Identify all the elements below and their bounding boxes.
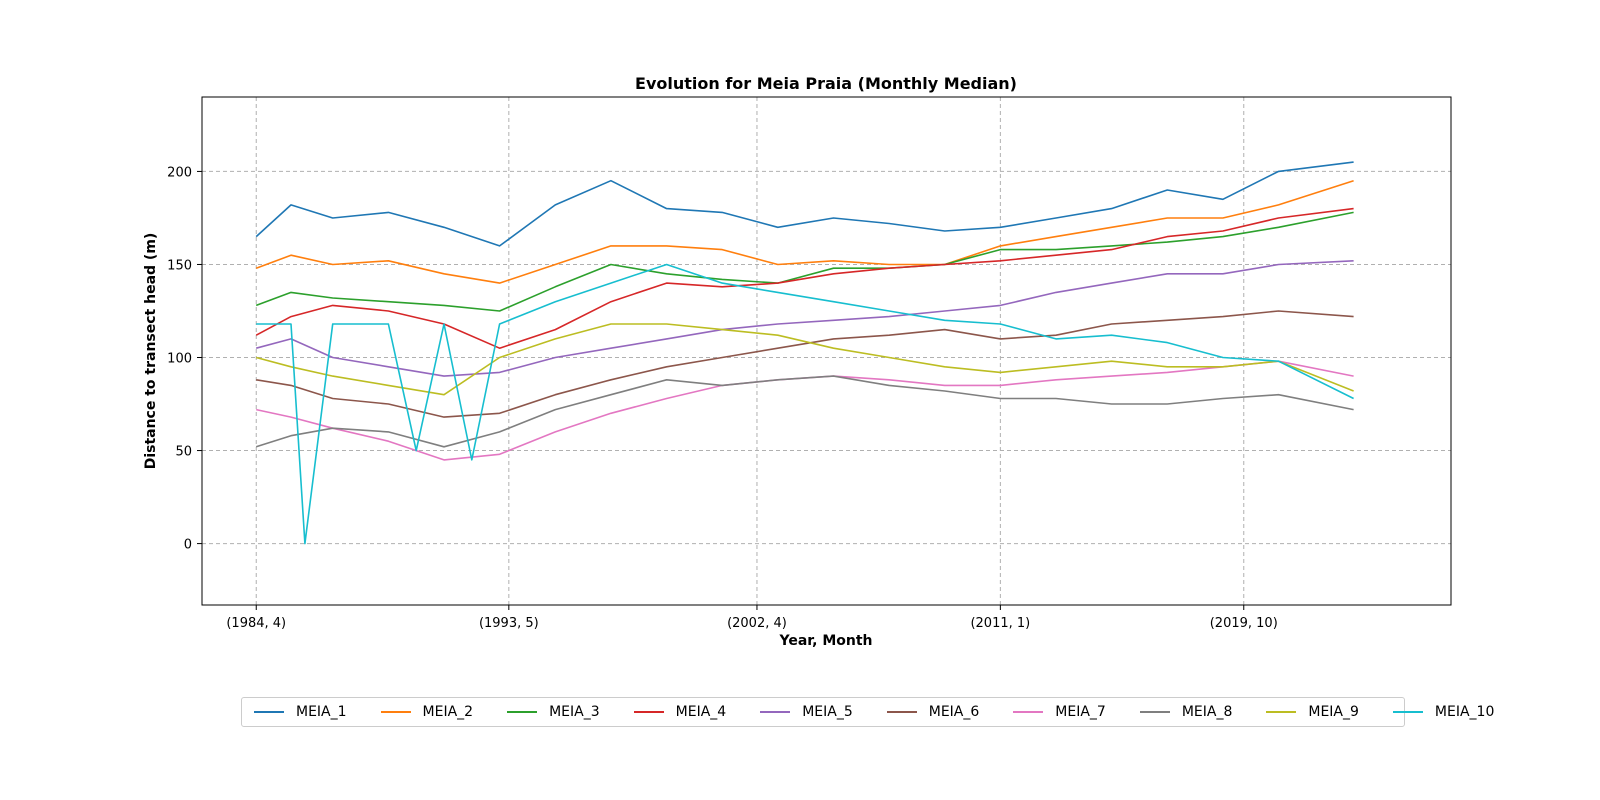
y-tick-label: 150 — [167, 258, 192, 273]
y-tick-label: 200 — [167, 165, 192, 180]
legend-swatch — [1013, 711, 1044, 713]
legend-item-meia-8: MEIA_8 — [1139, 704, 1261, 720]
legend-label: MEIA_6 — [928, 704, 980, 720]
legend-label: MEIA_5 — [802, 704, 853, 720]
series-line-meia-1 — [255, 161, 1354, 247]
legend-item-meia-9: MEIA_9 — [1266, 704, 1387, 720]
y-tick-label: 50 — [175, 445, 192, 460]
legend-swatch — [380, 711, 411, 713]
y-axis-label: Distance to transect head (m) — [143, 233, 159, 470]
legend-label: MEIA_8 — [1181, 704, 1233, 720]
legend-item-meia-6: MEIA_6 — [886, 704, 1008, 720]
legend-label: MEIA_9 — [1308, 704, 1359, 720]
legend-swatch — [886, 711, 917, 713]
legend-swatch — [1266, 711, 1297, 713]
legend-label: MEIA_2 — [422, 704, 474, 720]
legend-item-meia-10: MEIA_10 — [1392, 704, 1522, 720]
legend-label: MEIA_3 — [549, 704, 600, 720]
legend-swatch — [254, 711, 284, 713]
legend-item-meia-7: MEIA_7 — [1013, 704, 1134, 720]
legend-label: MEIA_4 — [675, 704, 727, 720]
x-tick-label: (1984, 4) — [226, 616, 286, 631]
legend-swatch — [633, 711, 664, 713]
grid-lines — [202, 97, 1451, 605]
chart-title: Evolution for Meia Praia (Monthly Median… — [635, 74, 1017, 93]
axis-ticks: (1984, 4) (1993, 5) (2002, 4) (2011, 1) (201… — [167, 165, 1278, 631]
series-lines — [255, 161, 1354, 545]
y-tick-label: 100 — [167, 352, 192, 367]
x-tick-label: (1993, 5) — [479, 616, 539, 631]
legend-item-meia-3: MEIA_3 — [507, 704, 628, 720]
legend-label: MEIA_10 — [1434, 704, 1495, 720]
series-line-meia-4 — [255, 207, 1354, 350]
x-axis-label: Year, Month — [778, 633, 872, 649]
series-line-meia-8 — [255, 375, 1354, 448]
legend: MEIA_1 MEIA_2 MEIA_3 MEIA_4 MEIA_5 MEIA_6 MEIA… — [241, 697, 1494, 727]
x-tick-label: (2019, 10) — [1210, 616, 1278, 631]
legend-item-meia-4: MEIA_4 — [633, 704, 755, 720]
legend-label: MEIA_7 — [1055, 704, 1106, 720]
legend-item-meia-1: MEIA_1 — [254, 704, 375, 720]
legend-swatch — [760, 711, 791, 713]
legend-label: MEIA_1 — [296, 704, 347, 720]
y-tick-label: 0 — [184, 538, 192, 553]
series-line-meia-10 — [256, 263, 1354, 545]
legend-swatch — [1392, 711, 1423, 713]
legend-item-meia-5: MEIA_5 — [760, 704, 881, 720]
series-line-meia-5 — [255, 260, 1354, 377]
series-line-meia-9 — [255, 323, 1354, 396]
legend-swatch — [1139, 711, 1170, 713]
x-tick-label: (2002, 4) — [727, 616, 787, 631]
plot-frame — [201, 96, 1452, 606]
legend-item-meia-2: MEIA_2 — [380, 704, 502, 720]
legend-swatch — [507, 711, 538, 713]
x-tick-label: (2011, 1) — [970, 616, 1030, 631]
series-line-meia-2 — [255, 179, 1354, 284]
